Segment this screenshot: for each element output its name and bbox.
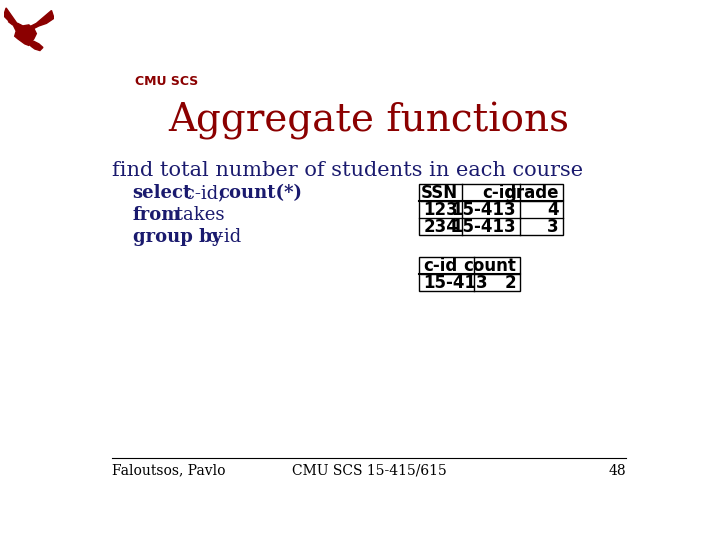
- Text: c-id: c-id: [423, 256, 457, 275]
- Bar: [419, 184, 563, 235]
- Text: SSN: SSN: [421, 184, 458, 201]
- Text: CMU SCS 15-415/615: CMU SCS 15-415/615: [292, 464, 446, 478]
- Text: 15-413: 15-413: [451, 200, 516, 219]
- Text: find total number of students in each course: find total number of students in each co…: [112, 161, 582, 180]
- Polygon shape: [32, 10, 54, 29]
- Polygon shape: [29, 42, 43, 51]
- Text: group by: group by: [132, 228, 222, 246]
- Text: from: from: [132, 206, 181, 224]
- Polygon shape: [4, 8, 22, 26]
- Polygon shape: [9, 18, 22, 26]
- Text: 48: 48: [608, 464, 626, 478]
- Text: takes: takes: [170, 206, 225, 224]
- Text: count(*): count(*): [218, 184, 302, 202]
- Text: c-id: c-id: [202, 228, 241, 246]
- Text: 3: 3: [547, 218, 559, 235]
- Text: c-id,: c-id,: [179, 184, 229, 202]
- Text: c-id: c-id: [482, 184, 516, 201]
- Polygon shape: [14, 23, 37, 45]
- Bar: [419, 257, 520, 291]
- Text: 15-413: 15-413: [451, 218, 516, 235]
- Text: Aggregate functions: Aggregate functions: [168, 102, 570, 140]
- Text: Faloutsos, Pavlo: Faloutsos, Pavlo: [112, 464, 225, 478]
- Text: 2: 2: [505, 274, 516, 292]
- Text: 123: 123: [423, 200, 458, 219]
- Text: 15-413: 15-413: [423, 274, 488, 292]
- Text: CMU SCS: CMU SCS: [135, 75, 198, 88]
- Text: 4: 4: [547, 200, 559, 219]
- Text: count: count: [464, 256, 516, 275]
- Text: 234: 234: [423, 218, 458, 235]
- Text: select: select: [132, 184, 192, 202]
- Text: grade: grade: [505, 184, 559, 201]
